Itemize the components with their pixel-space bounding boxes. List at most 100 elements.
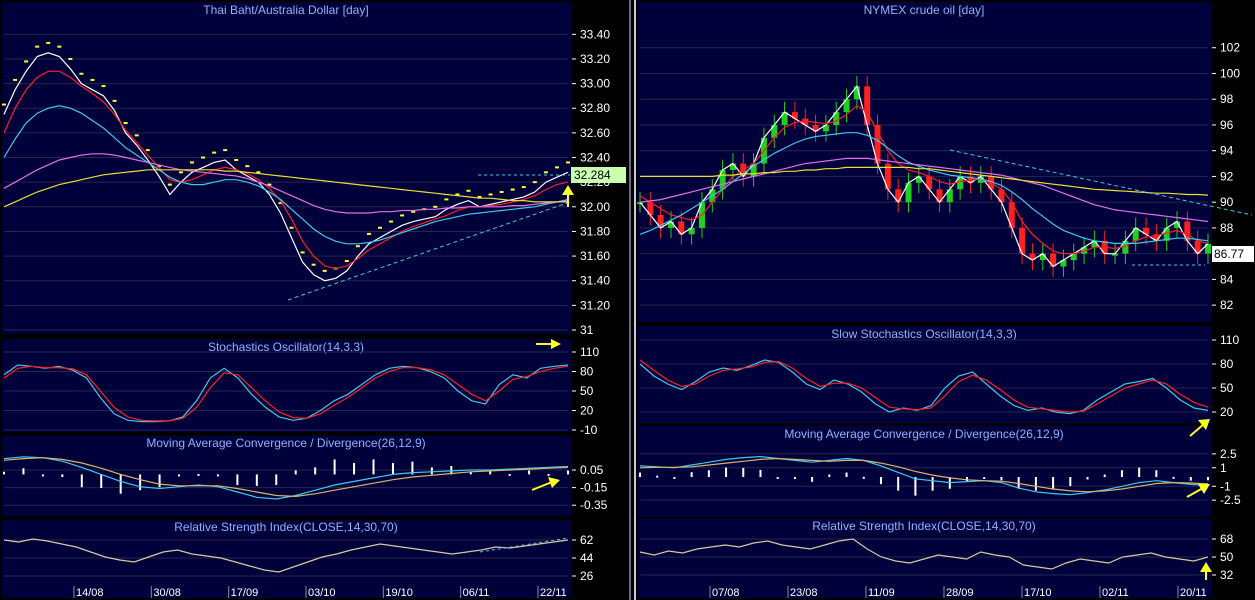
right-macd-title: Moving Average Convergence / Divergence(… (784, 427, 1063, 441)
candle (977, 176, 984, 183)
right-y-tick-label: -2.5 (1220, 493, 1241, 507)
right-macd-histogram-bar (1052, 477, 1055, 489)
candle (750, 163, 757, 177)
candle (895, 189, 902, 203)
right-macd-histogram-bar (1120, 470, 1123, 477)
candle (637, 202, 643, 205)
left-y-tick-label: 32.40 (580, 151, 610, 165)
left-x-tick-label: 06/11 (463, 587, 490, 599)
left-d-line (3, 365, 569, 422)
left-macd-histogram-bar (197, 473, 200, 476)
right-rsi-panel[interactable] (638, 519, 1212, 584)
candle (884, 163, 891, 190)
left-macd-histogram-bar (255, 474, 258, 486)
right-macd-histogram-bar (639, 472, 641, 477)
candle (1205, 243, 1211, 254)
left-macd-histogram-bar (216, 474, 219, 477)
left-k-line (3, 364, 569, 423)
candle (1019, 227, 1026, 254)
right-y-tick-label: 88 (1220, 221, 1234, 235)
right-macd-histogram-bar (811, 477, 814, 482)
left-macd-histogram-bar (353, 462, 356, 475)
left-y-tick-label: -0.15 (580, 481, 608, 495)
right-downtrend-line[interactable] (949, 149, 1253, 216)
right-macd-histogram-bar (1207, 477, 1209, 481)
candle (771, 124, 778, 138)
candle (1091, 240, 1098, 248)
left-chart-group (2, 2, 571, 598)
right-chart-group (638, 2, 1212, 598)
left-macd-panel[interactable] (2, 436, 571, 516)
left-signal-line (3, 457, 569, 498)
candle (719, 170, 726, 190)
right-macd-histogram-bar (656, 475, 659, 478)
candle (874, 124, 881, 164)
left-macd-histogram-bar (547, 473, 550, 476)
right-y-tick-label: 2.5 (1220, 447, 1237, 461)
candle (1143, 227, 1150, 235)
right-macd-histogram-bar (725, 467, 728, 477)
candle (678, 221, 685, 235)
left-rsi-trend-line[interactable] (479, 537, 569, 553)
left-macd-histogram-bar (119, 474, 122, 494)
left-macd-histogram-bar (236, 474, 239, 485)
candle (1194, 240, 1201, 254)
candle (647, 202, 654, 216)
arrow-icon (536, 339, 561, 349)
candle (1060, 260, 1067, 267)
right-macd-histogram-bar (1103, 474, 1106, 477)
candle (1081, 247, 1088, 254)
right-y-tick-label: 110 (1220, 333, 1239, 347)
candle (1163, 227, 1170, 241)
left-uptrend-line[interactable] (287, 201, 571, 301)
right-x-tick-label: 17/10 (1024, 587, 1052, 599)
right-macd-histogram-bar (828, 474, 831, 477)
left-macd-histogram-bar (411, 461, 414, 475)
candle (781, 112, 788, 125)
candle (843, 99, 850, 113)
candle (1008, 202, 1015, 228)
left-x-tick-label: 14/08 (76, 587, 104, 599)
left-y-tick-label: 31.80 (580, 224, 610, 238)
left-macd-histogram-bar (61, 474, 64, 478)
right-price-panel[interactable] (638, 2, 1212, 322)
left-close-line (3, 52, 569, 282)
right-y-tick-label: 90 (1220, 195, 1234, 209)
right-macd-histogram-bar (1017, 477, 1020, 489)
left-macd-histogram-bar (450, 466, 453, 475)
right-macd-histogram-bar (914, 477, 917, 496)
right-x-tick-label: 28/09 (946, 587, 974, 599)
left-macd-title: Moving Average Convergence / Divergence(… (146, 436, 425, 450)
right-signal-line (639, 457, 1209, 493)
candle (905, 182, 912, 203)
left-price-panel[interactable] (2, 2, 571, 334)
candle (1184, 221, 1191, 241)
right-y-tick-label: 50 (1220, 550, 1234, 564)
candle (822, 124, 829, 132)
left-y-tick-label: 110 (580, 345, 599, 359)
right-rsi-line (639, 538, 1209, 570)
candle (1122, 240, 1129, 254)
left-stochastics-panel[interactable] (2, 339, 571, 432)
right-stochastics-panel[interactable] (638, 326, 1212, 423)
left-y-tick-label: 20 (580, 404, 594, 418)
right-price-title: NYMEX crude oil [day] (864, 3, 985, 17)
right-macd-panel[interactable] (638, 426, 1212, 517)
right-ma_magenta-line (639, 157, 1209, 223)
left-macd-histogram-bar (508, 473, 511, 476)
right-macd-line (639, 455, 1209, 496)
left-macd-histogram-bar (294, 470, 297, 475)
left-macd-histogram-bar (314, 467, 317, 475)
grid-lines (4, 33, 1208, 577)
left-macd-histogram-bar (178, 474, 181, 477)
candle (915, 176, 922, 183)
right-y-tick-label: 94 (1220, 144, 1234, 158)
candle (791, 112, 798, 119)
arrow-icon (1186, 484, 1210, 498)
right-x-tick-label: 11/09 (868, 587, 895, 599)
left-last-value-tag: 32.284 (571, 167, 626, 183)
right-last-value-tag: 86.77 (1212, 246, 1254, 262)
right-close-line (639, 85, 1209, 268)
left-macd-histogram-bar (469, 471, 472, 475)
left-rsi-panel[interactable] (2, 520, 571, 584)
